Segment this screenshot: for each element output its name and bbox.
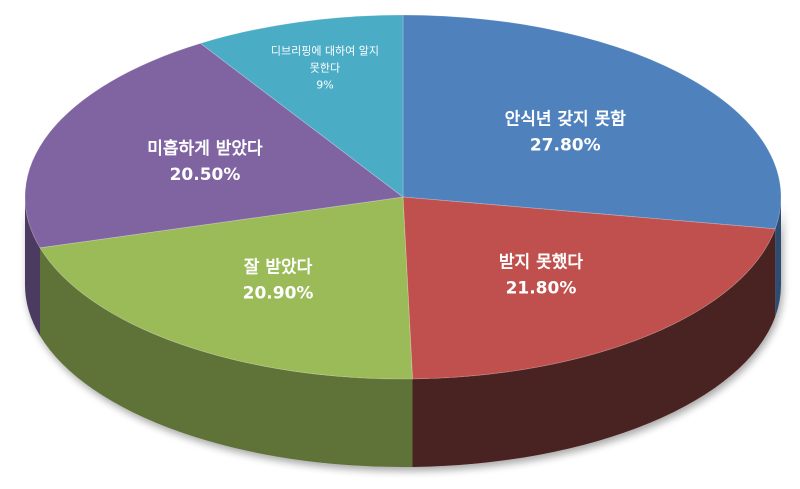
slice-label-3: 미흡하게 받았다 20.50% [147,138,263,185]
pie-labels: 안식년 갖지 못함 27.80% 받지 못했다 21.80% 잘 받았다 20.90% 미흡… [147,44,626,304]
slice-value-label: 27.80% [530,136,601,156]
slice-label-2: 잘 받았다 20.90% [243,256,314,303]
slice-label-0: 안식년 갖지 못함 27.80% [505,109,627,156]
pie-slice-0 [402,14,782,230]
slice-value-label: 20.90% [243,283,314,303]
pie-slice-1 [402,196,776,380]
pie-side-1 [412,228,776,467]
pie-slice-4 [199,14,404,198]
pie-side-3 [25,197,41,336]
slice-value-label: 21.80% [506,278,577,298]
pie-side-2 [40,247,413,467]
pie-sides [25,197,781,467]
slice-value-label: 20.50% [170,165,241,185]
slice-category-label: 디브리핑에 대하여 알지 [271,44,379,58]
slice-value-label: 9% [316,79,333,92]
pie-slice-3 [24,42,405,249]
slice-label-1: 받지 못했다 21.80% [499,251,583,298]
slice-category-label: 잘 받았다 [244,256,313,277]
slice-category-label: 못한다 [310,62,340,75]
slice-category-label: 미흡하게 받았다 [147,138,263,159]
pie-side-0 [775,197,781,317]
slice-category-label: 받지 못했다 [499,251,583,272]
pie-slice-2 [39,196,413,380]
pie-tops [24,14,782,380]
slice-category-label: 안식년 갖지 못함 [505,109,627,130]
